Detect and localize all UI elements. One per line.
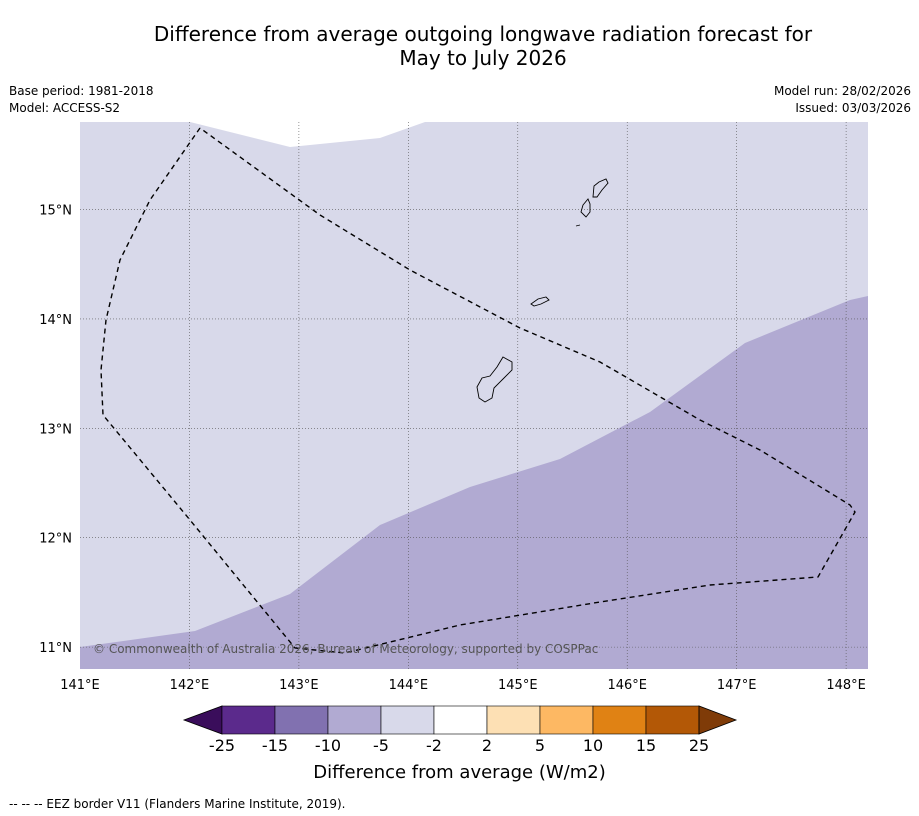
longitude-labels: 141°E 142°E 143°E 144°E 145°E 146°E 147°E 148°E xyxy=(60,678,866,693)
latitude-tick-label: 13°N xyxy=(39,422,72,437)
colorbar-swatch xyxy=(327,705,382,735)
colorbar-tick-label: 15 xyxy=(635,736,657,755)
title-line-1: Difference from average outgoing longwav… xyxy=(153,22,813,46)
copyright-text: © Commonwealth of Australia 2026, Bureau… xyxy=(93,642,598,656)
model-run: Model run: 28/02/2026 xyxy=(773,84,911,98)
longitude-tick-label: 146°E xyxy=(607,678,647,693)
colorbar-swatch xyxy=(274,705,329,735)
colorbar-tick-label: -5 xyxy=(373,736,389,755)
longitude-tick-label: 142°E xyxy=(170,678,210,693)
latitude-tick-label: 14°N xyxy=(39,313,72,328)
longitude-tick-label: 144°E xyxy=(389,678,429,693)
graticule xyxy=(80,122,868,669)
islands xyxy=(476,178,609,403)
island-rota xyxy=(530,296,550,307)
no-data-region xyxy=(190,122,425,147)
longitude-tick-label: 148°E xyxy=(826,678,866,693)
longitude-tick-label: 141°E xyxy=(60,678,100,693)
colorbar-tick-label: -2 xyxy=(426,736,442,755)
colorbar-tick-label: -10 xyxy=(314,736,342,755)
title-line-2: May to July 2026 xyxy=(399,46,567,70)
island-tinian xyxy=(580,198,591,218)
colorbar-swatch xyxy=(221,705,276,735)
island-guam xyxy=(476,356,513,403)
latitude-labels: 11°N 12°N 13°N 14°N 15°N xyxy=(39,204,72,657)
longitude-tick-label: 147°E xyxy=(717,678,757,693)
colorbar-swatch xyxy=(380,705,435,735)
colorbar-swatch xyxy=(539,705,594,735)
colorbar-tick-label: -15 xyxy=(261,736,289,755)
colorbar-extend-high xyxy=(698,705,738,735)
colorbar-title: Difference from average (W/m2) xyxy=(313,762,606,783)
island-saipan xyxy=(592,178,609,198)
latitude-tick-label: 11°N xyxy=(39,641,72,656)
colorbar-tick-label: -25 xyxy=(208,736,236,755)
colorbar-swatch xyxy=(486,705,541,735)
colorbar-swatch xyxy=(433,705,488,735)
colorbar-tick-label: 25 xyxy=(688,736,710,755)
island-aguijan xyxy=(575,224,581,227)
longitude-tick-label: 143°E xyxy=(279,678,319,693)
colorbar-tick-label: 2 xyxy=(481,736,493,755)
colorbar-tick-label: 5 xyxy=(534,736,546,755)
colorbar-swatch xyxy=(592,705,647,735)
latitude-tick-label: 12°N xyxy=(39,532,72,547)
colorbar-swatch xyxy=(645,705,700,735)
colorbar-extend-low xyxy=(182,705,223,735)
eez-footnote: -- -- -- EEZ border V11 (Flanders Marine… xyxy=(9,797,346,811)
colorbar-labels: -25 -15 -10 -5 -2 2 5 10 15 25 xyxy=(0,736,919,756)
info-left: Base period: 1981-2018 Model: ACCESS-S2 xyxy=(9,83,154,117)
anomaly-region-dark xyxy=(80,296,868,669)
eez-border xyxy=(100,127,856,654)
issued-date: Issued: 03/03/2026 xyxy=(795,101,911,115)
longitude-tick-label: 145°E xyxy=(498,678,538,693)
colorbar-tick-label: 10 xyxy=(582,736,604,755)
info-right: Model run: 28/02/2026 Issued: 03/03/2026 xyxy=(774,83,911,117)
base-period: Base period: 1981-2018 xyxy=(9,84,154,98)
colorbar xyxy=(182,705,738,735)
latitude-tick-label: 15°N xyxy=(39,204,72,219)
chart-title: Difference from average outgoing longwav… xyxy=(0,22,919,70)
model-name: Model: ACCESS-S2 xyxy=(9,101,121,115)
